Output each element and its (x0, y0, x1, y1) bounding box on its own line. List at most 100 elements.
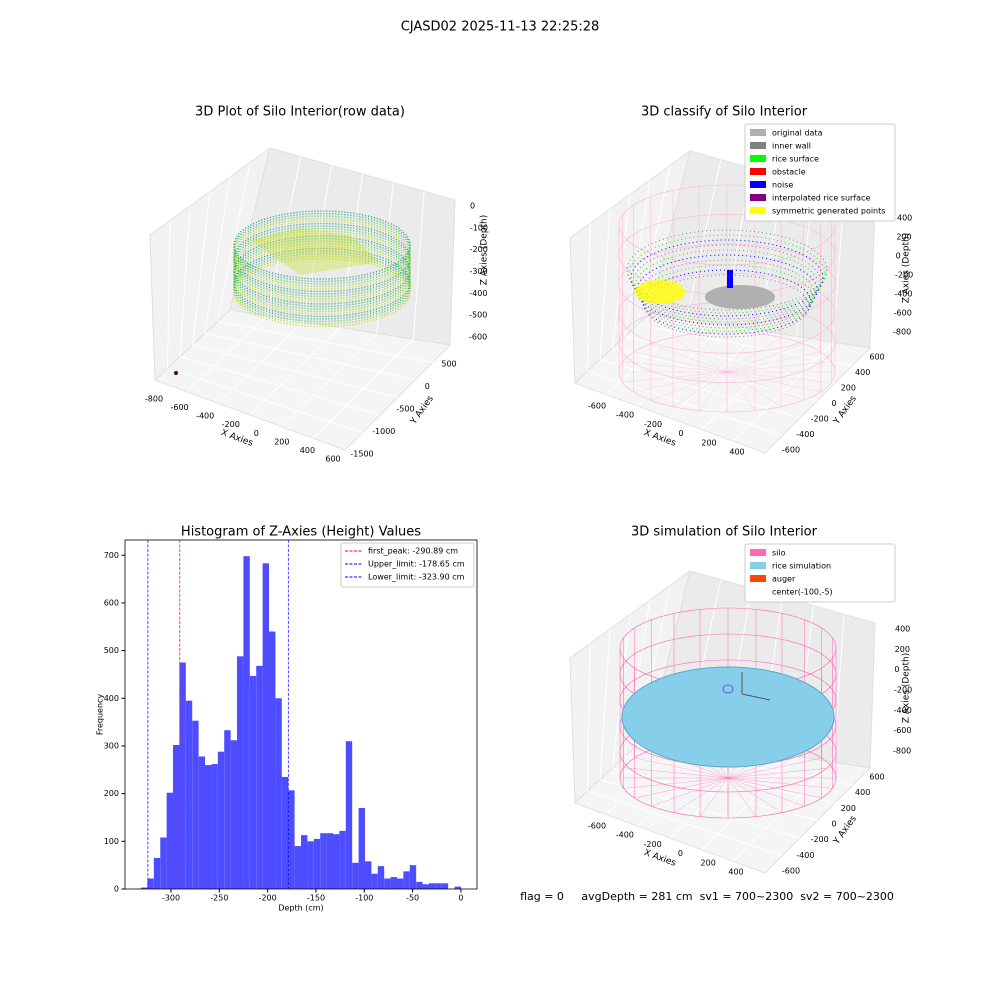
bar (198, 756, 206, 889)
y-tick-label: 200 (104, 789, 119, 798)
bar (428, 883, 436, 889)
silo-spoke (623, 777, 729, 789)
bar (358, 807, 365, 889)
z-tick-label: -800 (893, 328, 911, 337)
point-band (250, 228, 380, 275)
silo-spoke (726, 343, 804, 373)
legend-label: auger (772, 575, 796, 584)
bar (352, 862, 359, 889)
x-tick-label: 400 (300, 446, 315, 455)
bar (326, 833, 333, 889)
point-band (630, 239, 824, 317)
bar (422, 884, 429, 889)
z-tick-label: -600 (893, 726, 911, 735)
legend-swatch (750, 207, 766, 214)
y-tick-label: -400 (796, 430, 814, 439)
x-tick-label: 400 (729, 448, 744, 457)
pane-grid (624, 179, 651, 337)
x-tick-label: 200 (274, 437, 289, 446)
z-tick-label: 0 (894, 665, 899, 674)
bar (435, 883, 442, 889)
y-tick-label: 400 (855, 368, 870, 377)
y-tick-label: 600 (869, 353, 884, 362)
silo-spoke (673, 777, 729, 813)
z-tick-label: -200 (894, 686, 912, 695)
auger (722, 684, 734, 694)
z-tick-label: 0 (470, 202, 475, 211)
chart-title: 3D classify of Silo Interior (641, 105, 808, 120)
x-tick-label: 0 (458, 894, 463, 903)
bar (249, 675, 257, 889)
pane-grid (266, 156, 302, 316)
z-tick-label: -100 (470, 223, 488, 232)
pane-grid (192, 191, 211, 346)
silo-spoke (633, 371, 728, 393)
legend-swatch (750, 575, 766, 582)
x-tick-label: -100 (355, 894, 373, 903)
legend-label: first_peak: -290.89 cm (368, 547, 458, 556)
point-band (233, 257, 411, 328)
bar (147, 878, 154, 889)
silo-spoke (726, 371, 832, 383)
legend-label: center(-100,-5) (772, 588, 833, 597)
legend-label: Lower_limit: -323.90 cm (368, 573, 465, 582)
x-tick-label: 200 (701, 438, 716, 447)
silo-spoke (633, 351, 728, 373)
bar (371, 873, 378, 889)
legend-label: rice surface (772, 155, 819, 164)
y-tick-label: 0 (425, 382, 430, 391)
point-band (642, 269, 812, 335)
pane-grid (412, 191, 425, 340)
y-axis-label: Frequency (96, 694, 105, 736)
z-tick-label: -200 (895, 271, 913, 280)
silo-spoke (726, 337, 782, 373)
pane-grid (167, 220, 171, 369)
legend-swatch (750, 181, 766, 188)
bar (301, 835, 308, 889)
bar (377, 866, 385, 889)
y-tick-label: -500 (396, 405, 414, 414)
silo-spoke (727, 777, 757, 817)
y-tick-label: -1000 (372, 427, 395, 436)
x-tick-label: 0 (254, 429, 259, 438)
legend-box (744, 543, 896, 603)
z-tick-label: -400 (469, 289, 487, 298)
pane-grid (599, 628, 611, 780)
x-tick-label: -600 (170, 403, 188, 412)
x-tick-label: -50 (406, 894, 419, 903)
figure-title: CJASD02 2025-11-13 22:25:28 (401, 20, 600, 35)
silo-spoke (651, 777, 729, 807)
x-tick-label: -600 (588, 822, 606, 831)
y-tick-label: -400 (796, 851, 814, 860)
bar (237, 656, 244, 889)
bar (345, 741, 353, 889)
bar (307, 841, 314, 889)
bar (160, 837, 167, 889)
y-tick-label: -600 (782, 867, 800, 876)
pane-grid (732, 761, 834, 862)
silo-spoke (727, 767, 833, 779)
silo-spoke (650, 371, 728, 401)
silo-spoke (726, 361, 832, 373)
z-axis-label: Z Axies (Depth) (480, 215, 490, 286)
y-tick-label: 0 (114, 885, 119, 894)
silo-spoke (698, 371, 728, 411)
legend-swatch (750, 168, 766, 175)
point-band (644, 274, 810, 338)
z-tick-label: -600 (469, 333, 487, 342)
y-tick-label: 500 (104, 646, 119, 655)
pane-grid (612, 194, 631, 349)
x-tick-label: -250 (210, 894, 228, 903)
z-axis-label: Z Axies (Depth) (902, 653, 912, 724)
pane-grid (599, 208, 611, 360)
bar (416, 881, 423, 889)
y-tick-label: 100 (104, 837, 119, 846)
legend-swatch (750, 129, 766, 136)
legend-label: Upper_limit: -178.65 cm (368, 560, 465, 569)
bar (243, 556, 250, 889)
bar (441, 883, 449, 889)
z-tick-label: -500 (469, 311, 487, 320)
y-tick-label: -200 (811, 835, 829, 844)
legend-swatch (750, 142, 766, 149)
